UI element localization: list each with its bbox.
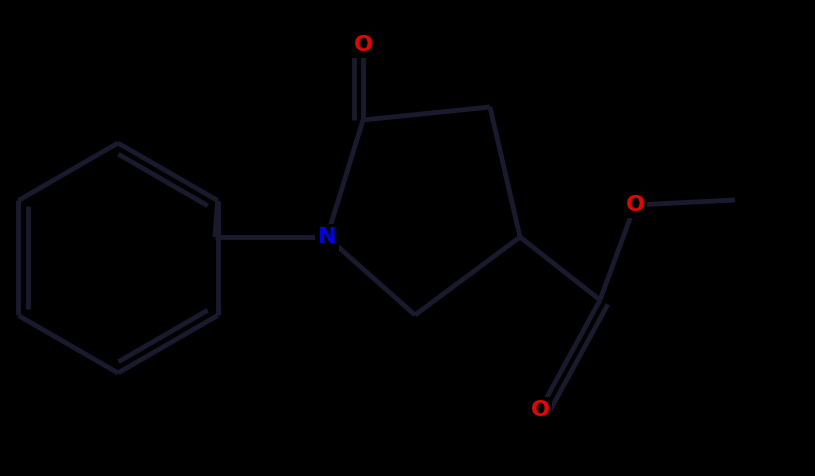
Text: O: O bbox=[625, 195, 645, 215]
Text: O: O bbox=[354, 35, 372, 55]
Text: N: N bbox=[318, 227, 337, 247]
Text: O: O bbox=[531, 400, 549, 420]
